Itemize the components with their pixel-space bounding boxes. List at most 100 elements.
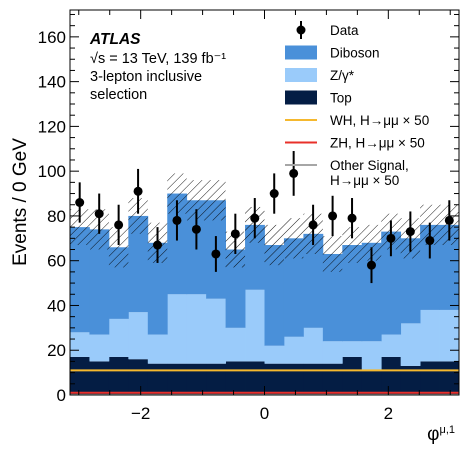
bar-diboson-15 — [361, 242, 382, 342]
bar-top-14 — [342, 356, 363, 395]
data-point-4 — [153, 240, 163, 250]
uncertainty-bin-11 — [283, 218, 304, 259]
data-point-17 — [405, 227, 415, 237]
bar-top-7 — [206, 363, 226, 395]
bar-top-19 — [439, 361, 459, 395]
bar-z-6 — [186, 294, 207, 364]
bar-z-17 — [400, 323, 421, 366]
bar-top-11 — [283, 363, 304, 395]
bar-z-12 — [303, 327, 324, 364]
y-tick-label-20: 20 — [47, 341, 66, 360]
uncertainty-band — [70, 173, 459, 272]
legend-wh-label: WH, H→μμ × 50 — [330, 113, 429, 128]
bar-z-16 — [381, 334, 402, 357]
bar-z-0 — [70, 332, 90, 357]
bar-top-12 — [303, 363, 324, 395]
legend-z-label: Z/γ* — [330, 68, 355, 83]
bar-z-18 — [420, 309, 440, 362]
x-axis-title: φμ,1 — [427, 424, 455, 445]
bar-diboson-4 — [147, 242, 168, 335]
bar-diboson-11 — [283, 238, 304, 337]
bar-diboson-0 — [70, 227, 90, 333]
data-point-3 — [133, 186, 143, 196]
bar-z-19 — [439, 309, 459, 362]
bar-z-5 — [167, 294, 188, 364]
uncertainty-bin-2 — [108, 227, 129, 268]
uncertainty-bin-15 — [361, 224, 382, 261]
y-tick-label-100: 100 — [38, 162, 66, 181]
region-label-line2: selection — [90, 87, 147, 103]
bar-z-1 — [89, 334, 110, 362]
atlas-label: ATLAS — [89, 31, 141, 48]
bar-z-11 — [283, 336, 304, 364]
data-point-7 — [211, 249, 221, 259]
bar-z-7 — [206, 298, 226, 364]
bar-top-2 — [108, 356, 129, 395]
y-tick-label-60: 60 — [47, 252, 66, 271]
bar-top-13 — [322, 363, 343, 395]
bar-diboson-13 — [322, 253, 343, 342]
uncertainty-bin-0 — [70, 209, 90, 246]
y-axis-title: Events / 0 GeV — [10, 138, 31, 266]
uncertainty-bin-6 — [186, 180, 207, 221]
legend-diboson-label: Diboson — [330, 46, 380, 61]
bar-z-2 — [108, 318, 129, 357]
bar-top-1 — [89, 361, 110, 395]
bar-diboson-19 — [439, 224, 459, 310]
bar-z-10 — [264, 345, 285, 364]
uncertainty-bin-14 — [342, 227, 362, 263]
bar-top-4 — [147, 363, 168, 395]
y-tick-label-120: 120 — [38, 117, 66, 136]
bar-z-14 — [342, 341, 363, 357]
uncertainty-bin-7 — [206, 180, 226, 221]
legend-top-swatch — [285, 90, 317, 105]
uncertainty-bin-5 — [167, 173, 187, 214]
stacked-histogram — [70, 193, 459, 395]
legend-data-marker — [296, 25, 306, 35]
legend-z-swatch — [285, 68, 317, 82]
data-point-18 — [425, 236, 435, 246]
y-tick-label-40: 40 — [47, 296, 66, 315]
data-point-9 — [250, 213, 260, 223]
legend-diboson-swatch — [285, 45, 317, 60]
bar-z-13 — [322, 341, 343, 364]
legend-other-label: Other Signal, — [330, 158, 409, 173]
bar-diboson-5 — [167, 193, 188, 295]
bar-diboson-8 — [225, 249, 246, 328]
y-tick-label-160: 160 — [38, 28, 66, 47]
bar-diboson-12 — [303, 233, 324, 328]
data-point-13 — [328, 211, 338, 221]
data-point-2 — [114, 220, 124, 230]
bar-diboson-1 — [89, 229, 110, 335]
legend-other-label-line2: H→μμ × 50 — [330, 173, 399, 188]
info-box: ATLAS √s = 13 TeV, 139 fb⁻¹ 3-lepton inc… — [89, 31, 226, 103]
bar-top-9 — [245, 361, 265, 395]
bar-z-3 — [128, 312, 149, 360]
data-point-15 — [366, 260, 376, 270]
data-points — [75, 151, 454, 284]
uncertainty-bin-10 — [264, 224, 284, 266]
bar-top-5 — [167, 363, 188, 395]
bar-top-3 — [128, 359, 149, 395]
data-point-12 — [308, 220, 318, 230]
x-tick-label-2: 2 — [384, 404, 393, 423]
data-point-19 — [444, 215, 454, 225]
region-label-line1: 3-lepton inclusive — [90, 69, 202, 85]
data-point-16 — [386, 233, 396, 243]
y-tick-label-140: 140 — [38, 73, 66, 92]
energy-lumi-label: √s = 13 TeV, 139 fb⁻¹ — [90, 51, 226, 67]
y-tick-label-80: 80 — [47, 207, 66, 226]
bar-top-18 — [420, 361, 440, 395]
legend-data-label: Data — [330, 23, 359, 38]
data-point-0 — [75, 198, 85, 207]
bar-diboson-14 — [342, 245, 363, 342]
bar-top-0 — [70, 356, 90, 395]
bar-top-8 — [225, 361, 246, 395]
bar-z-4 — [147, 334, 168, 364]
bar-diboson-3 — [128, 215, 149, 313]
bar-top-6 — [186, 363, 207, 395]
bar-z-9 — [245, 289, 265, 362]
data-point-11 — [289, 168, 299, 178]
